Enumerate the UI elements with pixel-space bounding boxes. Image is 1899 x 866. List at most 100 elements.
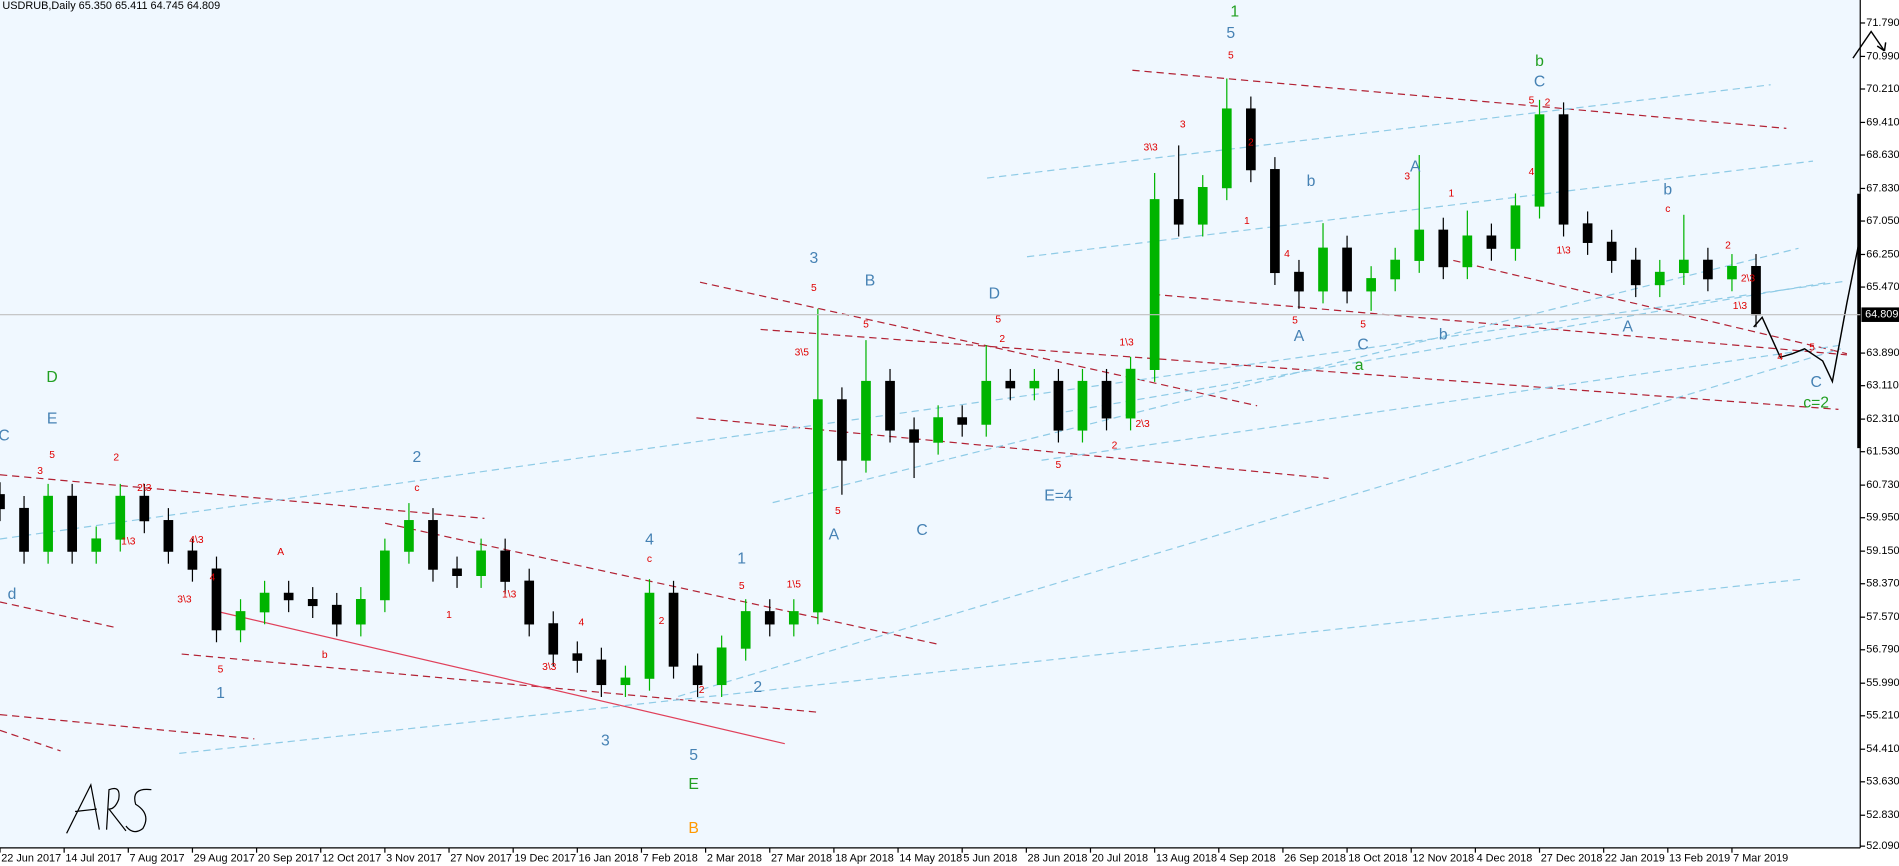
- wave-label: c=2: [1803, 394, 1829, 411]
- wave-label: E: [688, 776, 698, 793]
- sub-wave-label: 4\3: [189, 535, 204, 546]
- wave-label: 2: [753, 679, 762, 696]
- x-tick-label: 14 May 2018: [899, 853, 962, 865]
- trend-line: [772, 247, 1799, 504]
- sub-wave-label: 2: [1112, 441, 1118, 452]
- wave-label: 3: [809, 250, 818, 267]
- sub-wave-label: 2\3: [1741, 273, 1756, 284]
- sub-wave-label: 5: [1292, 316, 1298, 327]
- candle-body: [1125, 368, 1136, 419]
- candle-body: [187, 550, 198, 570]
- sub-wave-label: b: [322, 650, 328, 661]
- trend-line: [179, 578, 1805, 754]
- wave-label: 4: [645, 531, 654, 548]
- x-tick-label: 27 Mar 2018: [771, 853, 832, 865]
- sub-wave-label: c: [647, 554, 652, 565]
- candle-body: [957, 417, 968, 425]
- wave-label: C: [916, 522, 927, 539]
- y-tick-label: 58.370: [1866, 578, 1899, 590]
- candle-body: [1270, 169, 1280, 274]
- sub-wave-label: c: [1665, 204, 1670, 215]
- x-tick-label: 19 Dec 2017: [514, 853, 576, 865]
- candle-body: [524, 580, 535, 625]
- candle-body: [1077, 380, 1088, 431]
- candle-body: [1630, 259, 1641, 286]
- wave-label: E: [47, 410, 57, 427]
- sub-wave-label: 3\3: [542, 662, 557, 673]
- wave-label: 1: [216, 685, 225, 702]
- candle-body: [452, 568, 462, 576]
- sub-wave-label: 5: [811, 283, 817, 294]
- wave-label: A: [1294, 328, 1305, 345]
- x-tick-label: 4 Dec 2018: [1477, 853, 1533, 865]
- candle-body: [1582, 223, 1593, 243]
- candle-body: [1221, 108, 1232, 189]
- sub-wave-label: 1\5: [787, 580, 802, 591]
- y-tick-label: 59.950: [1866, 512, 1899, 524]
- trend-line: [0, 729, 61, 752]
- wave-label: 5: [1226, 25, 1235, 42]
- x-tick-label: 2 Mar 2018: [707, 853, 762, 865]
- wave-label: D: [989, 285, 1000, 302]
- candle-body: [1534, 114, 1545, 207]
- candle-body: [43, 495, 53, 552]
- sub-wave-label: 4: [1529, 167, 1535, 178]
- y-tick-label: 59.150: [1866, 545, 1899, 557]
- sub-wave-label: 1\3: [502, 589, 517, 600]
- candle-body: [1414, 229, 1425, 261]
- sub-wave-label: 2: [659, 616, 665, 627]
- candle-body: [500, 550, 510, 582]
- trend-line: [1041, 344, 1841, 461]
- sub-wave-label: 1: [1448, 189, 1454, 200]
- candle-body: [572, 653, 583, 661]
- candle-body: [716, 647, 727, 686]
- x-tick-label: 27 Dec 2018: [1541, 853, 1603, 865]
- trend-line: [1026, 160, 1814, 258]
- y-tick-label: 61.530: [1866, 446, 1899, 458]
- y-tick-label: 71.790: [1866, 17, 1899, 29]
- candle-body: [1678, 259, 1689, 274]
- sub-wave-label: 2: [699, 685, 705, 696]
- wave-label: b: [1439, 327, 1448, 344]
- wave-label: 5: [689, 747, 698, 764]
- x-tick-label: 7 Mar 2019: [1733, 853, 1788, 865]
- x-tick-label: 7 Feb 2018: [643, 853, 698, 865]
- y-tick-label: 55.990: [1866, 677, 1899, 689]
- y-tick-label: 52.830: [1866, 809, 1899, 821]
- candle-body: [596, 659, 607, 686]
- x-tick-label: 22 Jun 2017: [1, 853, 61, 865]
- candle-body: [1558, 114, 1569, 225]
- candle-body: [1246, 108, 1256, 171]
- trend-line: [678, 348, 1842, 698]
- sub-wave-label: 5: [739, 581, 745, 592]
- y-tick-label: 66.250: [1866, 248, 1899, 260]
- sub-wave-label: 1\3: [121, 536, 136, 547]
- candle-body: [1101, 380, 1112, 419]
- candle-body: [668, 592, 679, 667]
- wave-label: A: [1622, 318, 1633, 335]
- wave-label: C: [1534, 73, 1545, 90]
- candle-body: [1029, 380, 1040, 389]
- trend-line: [696, 417, 1329, 480]
- trend-line: [0, 713, 255, 740]
- candle-body: [1462, 235, 1473, 268]
- x-tick-label: 27 Nov 2017: [450, 853, 512, 865]
- sub-wave-label: 4: [1777, 352, 1783, 363]
- wave-label: C: [0, 427, 10, 444]
- sub-wave-label: 1: [1244, 216, 1250, 227]
- sub-wave-label: 1\3: [1556, 245, 1571, 256]
- candle-body: [235, 611, 246, 631]
- x-tick-label: 28 Jun 2018: [1028, 853, 1088, 865]
- sub-wave-label: 5: [49, 450, 55, 461]
- sub-wave-label: 5: [995, 314, 1001, 325]
- candle-body: [163, 520, 174, 552]
- candle-body: [1294, 271, 1304, 292]
- candle-body: [91, 538, 102, 552]
- candle-body: [1390, 259, 1401, 280]
- candle-body: [981, 380, 992, 425]
- candle-body: [1438, 229, 1449, 268]
- candle-body: [933, 417, 943, 443]
- x-tick-label: 12 Nov 2018: [1412, 853, 1474, 865]
- sub-wave-label: c: [414, 483, 419, 494]
